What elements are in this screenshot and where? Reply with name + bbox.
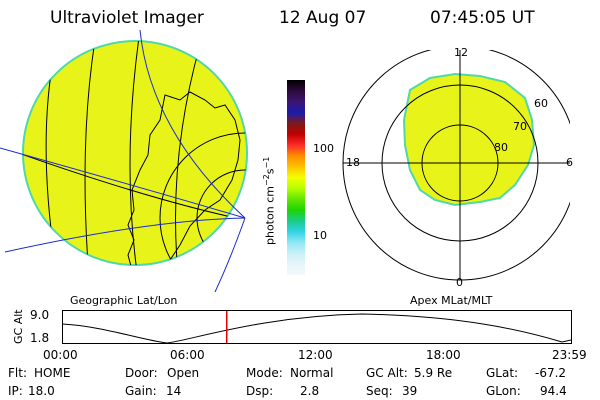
- xtick-1800: 18:00: [426, 348, 461, 362]
- mlt-label-0: 0: [456, 276, 463, 289]
- info-flt-value: HOME: [34, 366, 70, 380]
- colorbar-tick-100: 100: [313, 142, 334, 155]
- instrument-title: Ultraviolet Imager: [50, 8, 204, 28]
- info-mode-value: Normal: [290, 366, 333, 380]
- time-label: 07:45:05 UT: [430, 8, 535, 28]
- info-door-label: Door:: [125, 366, 158, 380]
- info-glon-value: 94.4: [540, 384, 567, 398]
- info-gcalt-label: GC Alt:: [366, 366, 408, 380]
- info-dsp-label: Dsp:: [246, 384, 273, 398]
- mlat-label-60: 60: [534, 97, 548, 110]
- mlat-label-80: 80: [494, 141, 508, 154]
- altitude-plot: [62, 310, 572, 346]
- info-glon-label: GLon:: [486, 384, 521, 398]
- info-glat-value: -67.2: [535, 366, 566, 380]
- info-ip-label: IP:: [8, 384, 23, 398]
- geo-caption: Geographic Lat/Lon: [70, 294, 177, 307]
- geographic-image: [0, 30, 260, 295]
- xtick-0000: 00:00: [43, 348, 78, 362]
- xtick-2359: 23:59: [552, 348, 587, 362]
- info-flt-label: Flt:: [8, 366, 27, 380]
- mlt-label-6: 6: [566, 156, 573, 169]
- unit-sup1: −2: [262, 174, 271, 186]
- info-gain-label: Gain:: [125, 384, 157, 398]
- info-gcalt-value: 5.9 Re: [414, 366, 452, 380]
- altitude-ymax: 9.0: [30, 308, 49, 322]
- info-dsp-value: 2.8: [300, 384, 319, 398]
- mlat-label-70: 70: [513, 120, 527, 133]
- unit-text: photon cm: [264, 186, 277, 245]
- info-glat-label: GLat:: [486, 366, 518, 380]
- info-seq-label: Seq:: [366, 384, 393, 398]
- polar-caption: Apex MLat/MLT: [410, 294, 492, 307]
- colorbar-unit-label: photon cm−2s−1: [262, 157, 277, 245]
- polar-plot: [340, 50, 570, 290]
- colorbar-tick-10: 10: [313, 229, 327, 242]
- xtick-0600: 06:00: [170, 348, 205, 362]
- date-label: 12 Aug 07: [279, 8, 366, 28]
- info-seq-value: 39: [402, 384, 417, 398]
- unit-s: s: [264, 169, 277, 175]
- altitude-ylabel: GC Alt: [12, 309, 25, 344]
- info-gain-value: 14: [166, 384, 181, 398]
- mlt-label-12: 12: [454, 46, 468, 59]
- colorbar: [287, 80, 305, 275]
- unit-sup2: −1: [262, 157, 271, 169]
- mlt-label-18: 18: [346, 156, 360, 169]
- altitude-ymin: 1.8: [30, 331, 49, 345]
- info-ip-value: 18.0: [28, 384, 55, 398]
- info-mode-label: Mode:: [246, 366, 283, 380]
- info-door-value: Open: [167, 366, 199, 380]
- xtick-1200: 12:00: [298, 348, 333, 362]
